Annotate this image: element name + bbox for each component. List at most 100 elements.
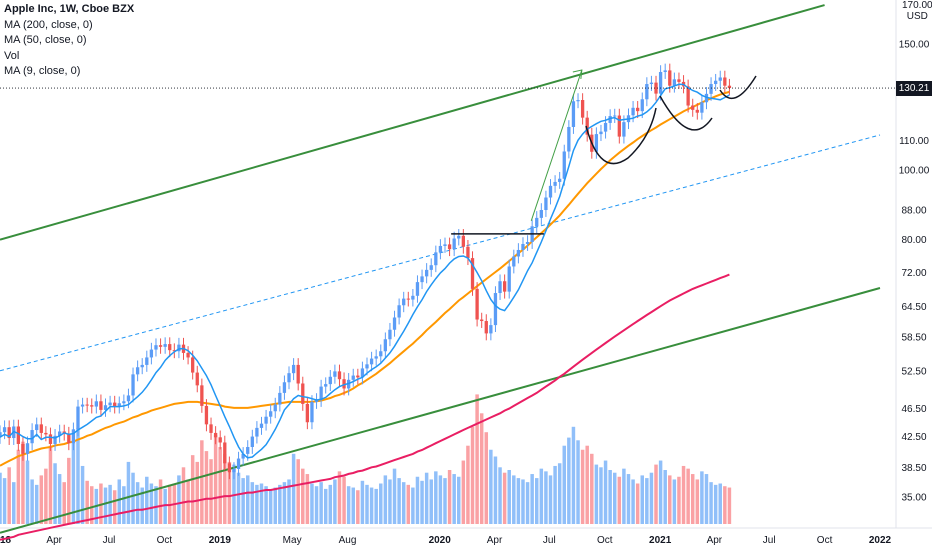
candle-body (369, 358, 374, 365)
candle-body (397, 305, 401, 318)
volume-bar (305, 474, 310, 524)
volume-bar (663, 470, 667, 524)
volume-bar (379, 483, 383, 524)
volume-bar (135, 482, 140, 524)
candle-body (603, 122, 608, 132)
projection-arrow-head (572, 69, 583, 80)
x-tick-label: Oct (157, 535, 173, 546)
volume-bar (512, 475, 516, 524)
volume-bar (704, 474, 709, 524)
volume-bar (241, 478, 245, 524)
x-tick-label: May (283, 535, 302, 546)
candle-body (209, 424, 213, 433)
x-tick-label: 2019 (209, 535, 232, 546)
volume-bar (227, 461, 232, 524)
candle-body (558, 178, 562, 182)
volume-bar (12, 482, 16, 524)
volume-bar (296, 459, 300, 524)
candle-body (695, 109, 699, 113)
volume-bar (498, 467, 502, 524)
candle-body (461, 235, 465, 247)
volume-bar (250, 482, 255, 524)
volume-bar (631, 479, 635, 524)
candle-body (622, 122, 626, 137)
y-tick-label: 46.50 (901, 404, 926, 415)
candle-body (48, 434, 53, 444)
candle-body (30, 430, 34, 444)
candle-body (636, 107, 640, 112)
volume-bar (585, 445, 589, 524)
candle-body (85, 404, 89, 406)
volume-bar (0, 472, 2, 524)
volume-bar (571, 426, 576, 524)
volume-bar (553, 465, 557, 524)
candle-body (57, 431, 62, 436)
candle-body (278, 392, 282, 405)
candle-body (580, 100, 585, 118)
candle-body (213, 432, 218, 438)
projection-arrow (530, 69, 583, 221)
volume-bar (580, 449, 585, 524)
volume-bar (599, 467, 603, 524)
candle-body (443, 244, 447, 246)
volume-bar (466, 445, 470, 524)
volume-bar (447, 470, 452, 524)
candle-body (649, 82, 654, 85)
candle-body (273, 404, 277, 412)
volume-bar (383, 475, 388, 524)
ma50-line (0, 90, 730, 467)
candle-body (658, 71, 663, 94)
candle-body (672, 79, 677, 86)
legend-title: Apple Inc, 1W, Cboe BZX (4, 3, 135, 15)
volume-bar (479, 413, 484, 524)
volume-bar (612, 472, 617, 524)
candle-body (282, 382, 287, 393)
candle-body (44, 432, 48, 435)
volume-bar (534, 478, 539, 524)
y-tick-label: 72.00 (901, 268, 926, 279)
candle-body (90, 405, 94, 407)
volume-bar (25, 460, 30, 524)
x-tick-label: Jul (543, 535, 556, 546)
volume-bar (131, 472, 135, 524)
volume-bar (90, 486, 94, 524)
candle-body (498, 281, 502, 294)
candle-body (489, 325, 493, 334)
candle-body (374, 356, 378, 359)
candle-body (305, 403, 310, 423)
volume-bar (452, 474, 456, 524)
candle-body (2, 427, 7, 433)
candle-body (484, 321, 488, 334)
x-tick-label: Jul (763, 535, 776, 546)
candle-body (145, 357, 149, 365)
x-tick-label: Apr (707, 535, 723, 546)
candle-body (154, 345, 158, 350)
volume-bar (236, 472, 241, 524)
volume-bar (346, 486, 351, 524)
volume-bar (415, 476, 420, 524)
x-tick-label: Jul (103, 535, 116, 546)
y-tick-label: 64.50 (901, 302, 926, 313)
y-tick-label: 100.00 (899, 166, 930, 177)
candle-body (246, 446, 250, 454)
candle-body (291, 364, 296, 374)
y-tick-label: 38.50 (901, 463, 926, 474)
volume-bar (567, 437, 571, 524)
candle-body (108, 402, 112, 406)
legend-ma200: MA (200, close, 0) (4, 18, 93, 31)
candle-body (654, 82, 658, 94)
cup-right-arc (659, 95, 713, 131)
candle-body (502, 281, 507, 292)
volume-bar (635, 483, 640, 524)
volume-bar (76, 428, 80, 524)
volume-bar (181, 467, 186, 524)
volume-bar (204, 451, 209, 524)
volume-bar (457, 476, 461, 524)
y-tick-label: 52.50 (901, 366, 926, 377)
volume-bar (48, 445, 53, 524)
candle-body (149, 349, 154, 358)
volume-bar (218, 447, 222, 524)
candle-body (714, 80, 718, 85)
